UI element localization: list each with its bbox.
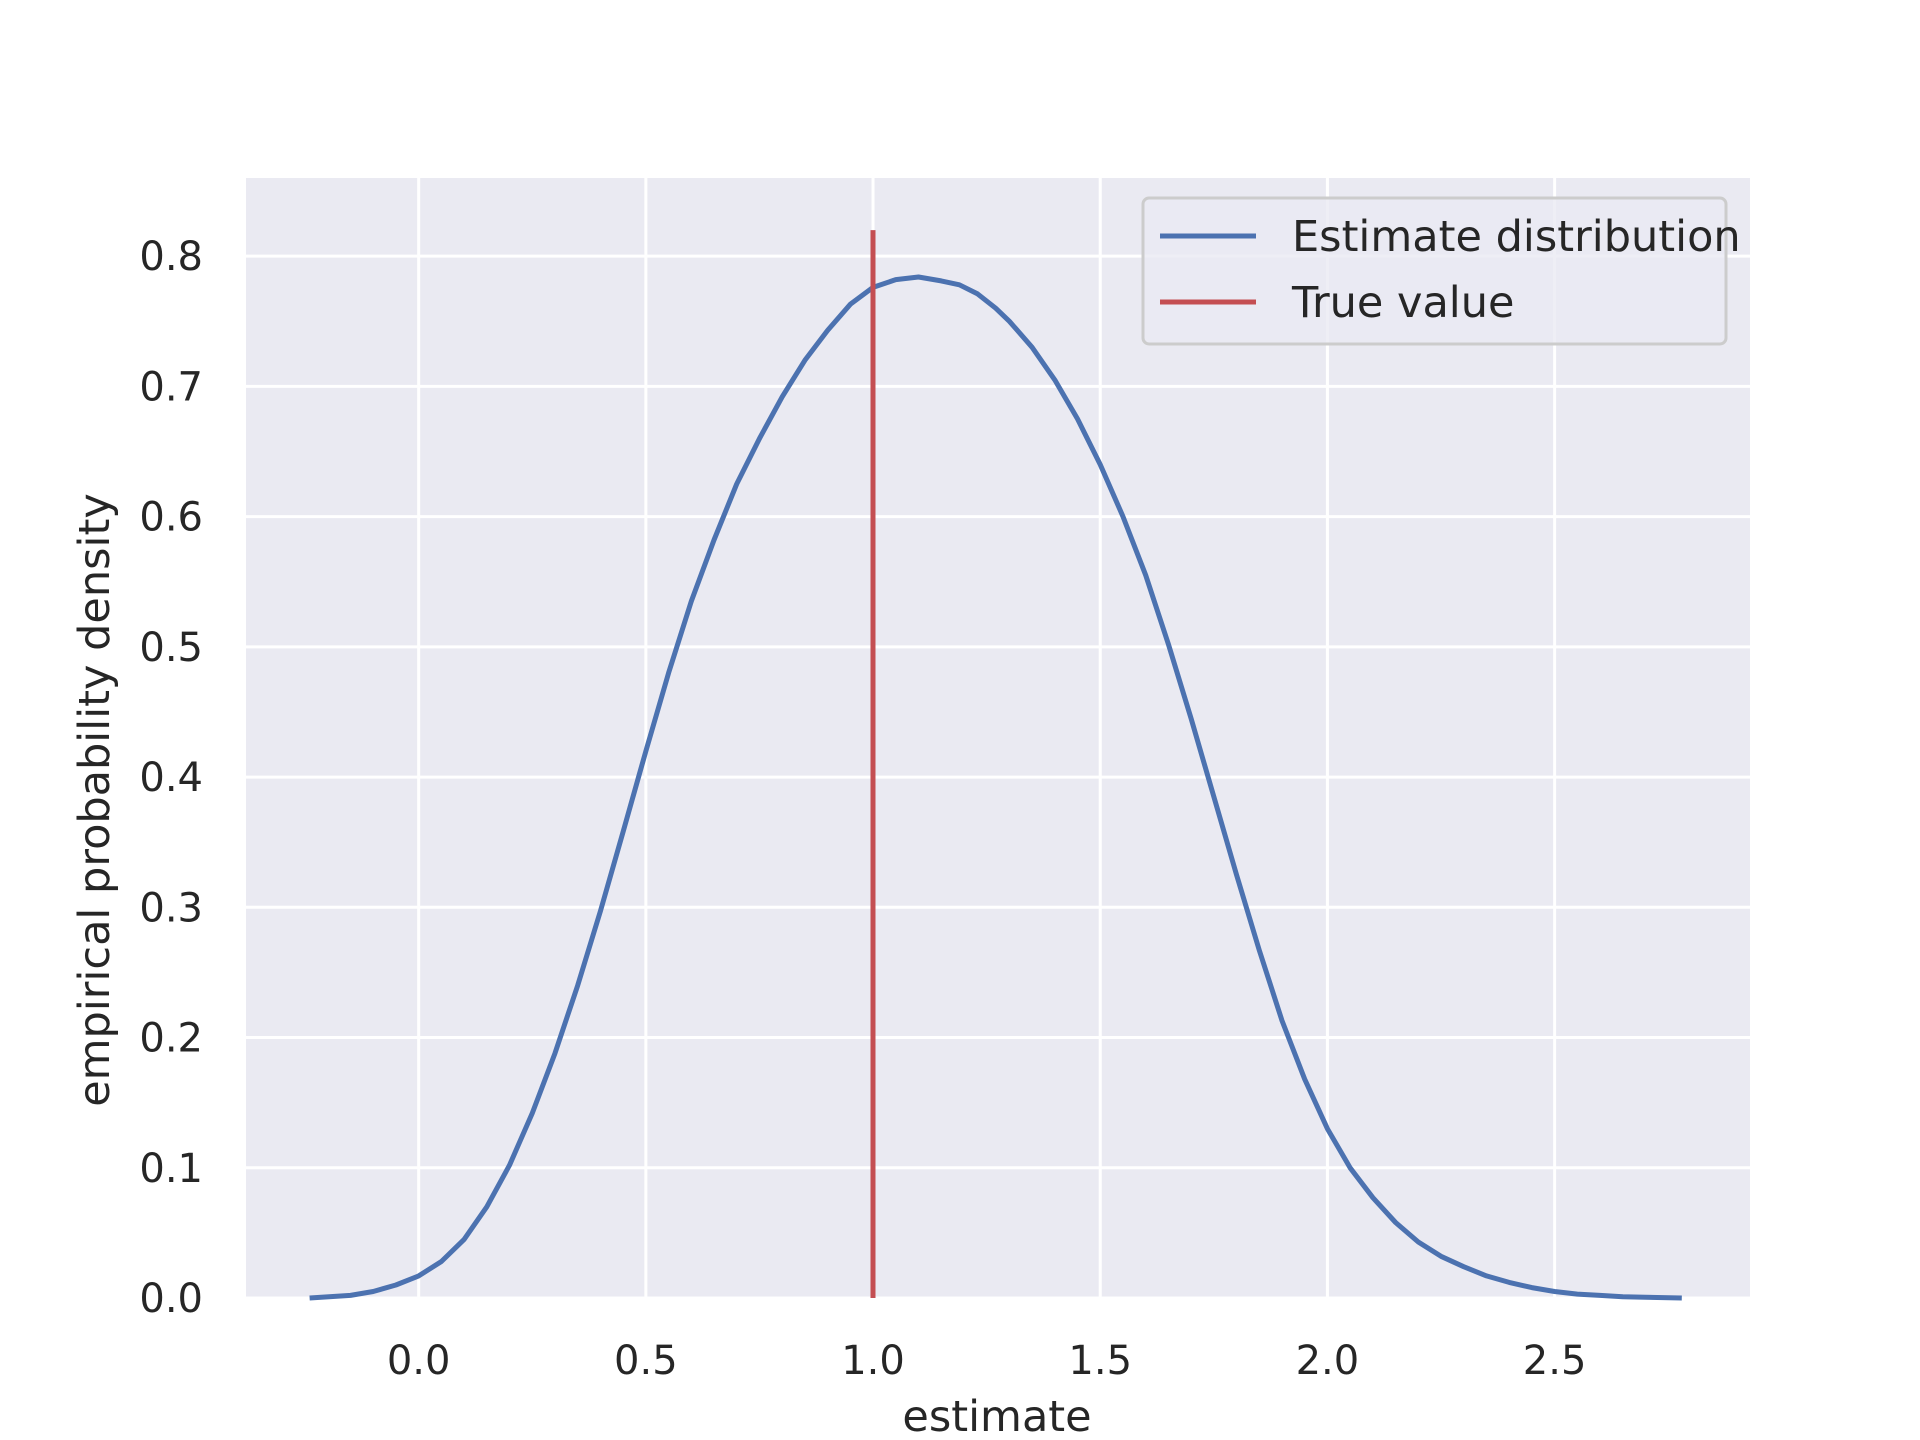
x-tick-label: 0.0 [387, 1338, 451, 1384]
x-tick-label: 2.0 [1296, 1338, 1360, 1384]
y-ticks: 0.0 0.1 0.2 0.3 0.4 0.5 0.6 0.7 0.8 [139, 234, 203, 1322]
x-tick-label: 2.5 [1523, 1338, 1587, 1384]
y-tick-label: 0.8 [139, 234, 203, 280]
x-axis-label: estimate [902, 1392, 1091, 1440]
grid [246, 178, 1750, 1300]
y-tick-label: 0.1 [139, 1146, 203, 1192]
x-tick-label: 0.5 [614, 1338, 678, 1384]
y-tick-label: 0.6 [139, 495, 203, 541]
legend-box [1141, 196, 1728, 346]
legend-label: Estimate distribution [1292, 212, 1741, 262]
y-tick-label: 0.7 [139, 364, 203, 410]
y-tick-label: 0.5 [139, 625, 203, 671]
y-tick-label: 0.4 [139, 755, 203, 801]
y-tick-label: 0.2 [139, 1016, 203, 1062]
y-tick-label: 0.3 [139, 885, 203, 931]
x-tick-label: 1.5 [1068, 1338, 1132, 1384]
plot-area [246, 178, 1750, 1298]
legend: Estimate distribution True value [1141, 196, 1741, 346]
x-ticks: 0.0 0.5 1.0 1.5 2.0 2.5 [387, 1338, 1587, 1384]
series-line-0 [309, 274, 1682, 1301]
x-tick-label: 1.0 [841, 1338, 905, 1384]
legend-label: True value [1291, 278, 1514, 328]
y-axis-label: empirical probability density [70, 493, 120, 1107]
series-group [309, 230, 1682, 1301]
y-tick-label: 0.0 [139, 1276, 203, 1322]
